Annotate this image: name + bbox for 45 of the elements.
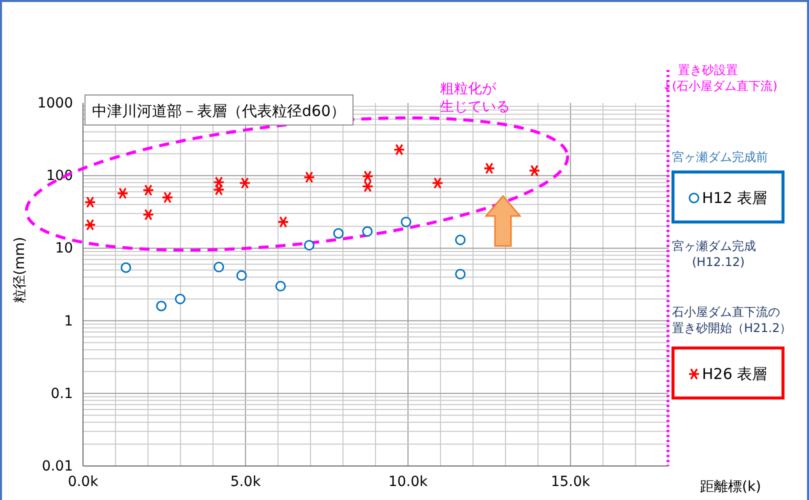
point: [238, 177, 251, 189]
point: [84, 218, 96, 231]
point: [275, 280, 286, 292]
point: [304, 240, 314, 250]
point: [393, 144, 406, 156]
point: [84, 196, 96, 208]
y-axis-title: 粒径(mm): [12, 236, 28, 304]
y-tick-label: 0.1: [50, 386, 73, 402]
point: [162, 192, 174, 204]
point: [174, 294, 186, 304]
point: [120, 262, 132, 273]
x-tick-label: 15.0k: [550, 474, 592, 490]
point: [142, 208, 154, 221]
point: [455, 234, 466, 246]
text: 宮ヶ瀬ダム完成前: [672, 150, 768, 164]
x-tick-label: 10.0k: [388, 474, 429, 490]
point: [362, 170, 374, 182]
point: [116, 187, 129, 200]
y-tick-label: 10: [55, 240, 73, 257]
point: [156, 300, 167, 312]
y-tick-label: 1: [64, 313, 73, 330]
point: [214, 262, 224, 272]
point: [362, 180, 374, 192]
y-tick-label: 1000: [37, 95, 73, 112]
point: [277, 216, 290, 228]
legend-label: H12 表層: [702, 189, 768, 207]
point: [528, 164, 540, 177]
x-axis-title: 距離標(k): [700, 479, 762, 495]
chart-title: 中津川河道部－表層（代表粒径d60）: [92, 102, 346, 120]
point: [432, 177, 444, 189]
annotation: 粗粒化が生じている: [440, 81, 510, 115]
point: [142, 184, 154, 196]
x-tick-label: 5.0k: [230, 474, 262, 490]
legend-label: H26 表層: [702, 365, 768, 383]
point: [333, 228, 344, 239]
point: [455, 268, 466, 280]
point: [303, 171, 316, 184]
point: [236, 270, 247, 281]
point: [400, 216, 412, 228]
point: [483, 162, 496, 174]
y-tick-label: 0.01: [42, 458, 73, 474]
x-tick-label: 0.0k: [68, 474, 100, 490]
point: [362, 226, 373, 237]
text: 宮ヶ瀬ダム完成 (H12.12): [672, 239, 756, 269]
text: 石小屋ダム直下流の置き砂開始（H21.2）: [672, 305, 792, 335]
